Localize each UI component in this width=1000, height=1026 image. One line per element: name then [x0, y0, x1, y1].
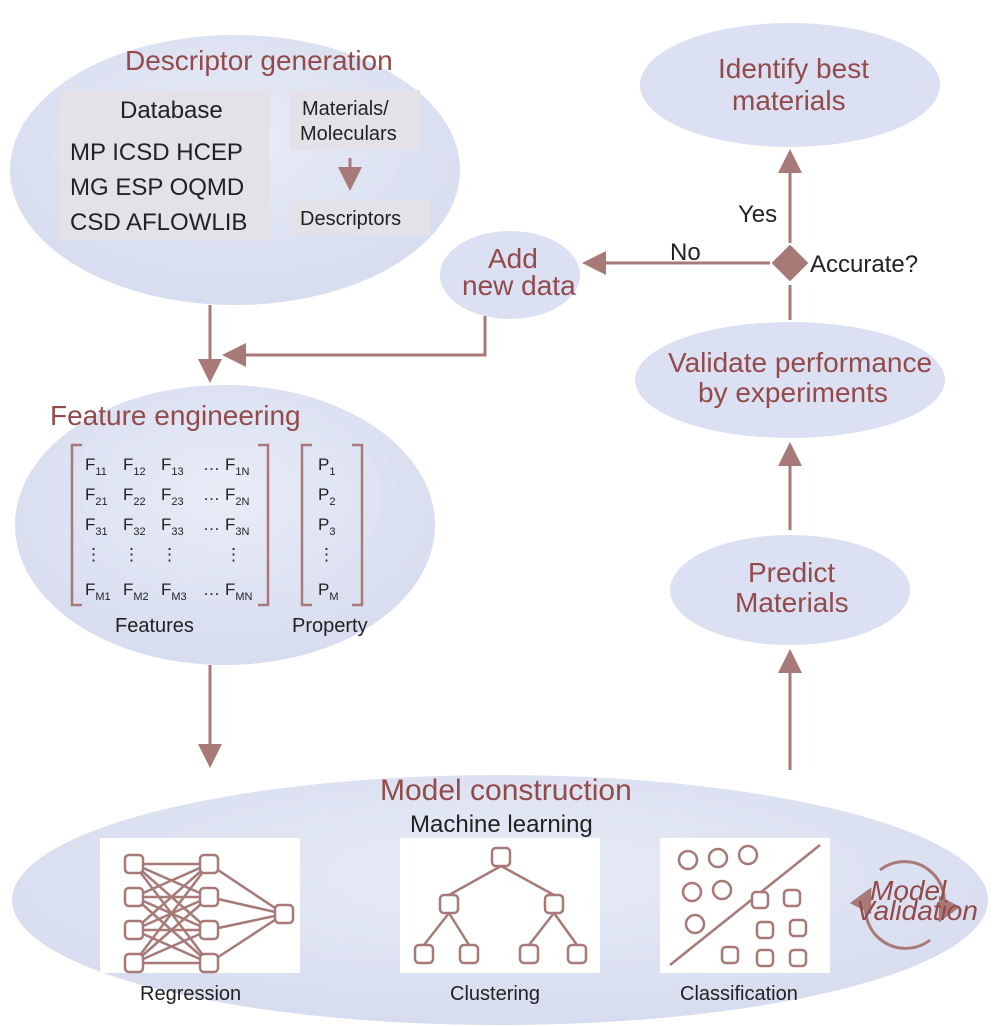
identify-line1: Identify best [718, 53, 869, 84]
clustering-label: Clustering [450, 983, 540, 1005]
flowchart-canvas: Descriptor generation Database MP ICSD H… [0, 0, 1000, 1026]
database-label: Database [120, 97, 223, 124]
svg-text:⋮: ⋮ [85, 545, 102, 564]
decision-label: Accurate? [810, 251, 918, 278]
model-val-2: Validation [856, 895, 978, 926]
clustering-icon [400, 838, 600, 973]
features-label: Features [115, 615, 194, 637]
decision-accurate: Accurate? Yes No [670, 201, 918, 281]
svg-text:…: … [203, 455, 220, 474]
add-line2: new data [462, 270, 576, 301]
node-descriptor-generation: Descriptor generation Database MP ICSD H… [10, 35, 460, 305]
svg-text:…: … [203, 580, 220, 599]
node-identify: Identify best materials [640, 23, 940, 147]
db-row-2: MG ESP OQMD [70, 174, 244, 201]
descriptor-title: Descriptor generation [125, 45, 393, 76]
property-label: Property [292, 615, 368, 637]
regression-label: Regression [140, 983, 241, 1005]
db-row-3: CSD AFLOWLIB [70, 209, 247, 236]
predict-line1: Predict [748, 557, 835, 588]
validate-line2: by experiments [698, 377, 888, 408]
regression-icon [100, 838, 300, 973]
node-model-construction: Model construction Machine learning Regr… [12, 774, 988, 1025]
svg-text:⋮: ⋮ [225, 545, 242, 564]
edge-addnew-to-feature [225, 316, 485, 355]
svg-text:…: … [203, 515, 220, 534]
node-validate: Validate performance by experiments [635, 322, 945, 438]
node-predict-materials: Predict Materials [670, 535, 910, 645]
identify-line2: materials [732, 85, 846, 116]
validate-line1: Validate performance [668, 347, 932, 378]
node-add-new-data: Add new data [440, 231, 580, 319]
svg-text:⋮: ⋮ [318, 545, 335, 564]
svg-text:⋮: ⋮ [161, 545, 178, 564]
descriptors-label: Descriptors [300, 208, 401, 230]
decision-yes: Yes [738, 201, 777, 228]
materials-line1: Materials/ [302, 98, 389, 120]
classification-icon [660, 838, 830, 973]
classification-label: Classification [680, 983, 798, 1005]
db-row-1: MP ICSD HCEP [70, 139, 243, 166]
model-subtitle: Machine learning [410, 811, 593, 838]
svg-text:⋮: ⋮ [123, 545, 140, 564]
feature-title: Feature engineering [50, 400, 301, 431]
model-title: Model construction [380, 774, 632, 807]
materials-line2: Moleculars [300, 123, 397, 145]
predict-line2: Materials [735, 587, 849, 618]
svg-text:…: … [203, 485, 220, 504]
